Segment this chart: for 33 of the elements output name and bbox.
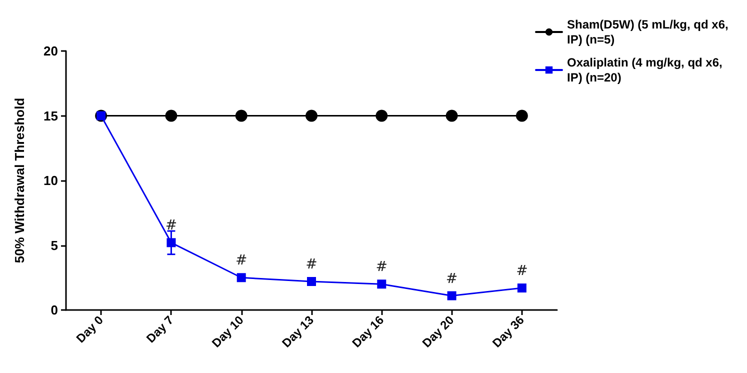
x-tick-label: Day 20 [420, 312, 457, 350]
y-tick-label: 10 [44, 173, 58, 188]
annotation: # [165, 218, 178, 234]
annotation: # [516, 262, 528, 279]
point [516, 110, 528, 122]
point [165, 110, 178, 122]
point [306, 110, 318, 122]
annotation: # [235, 252, 248, 269]
x-tick-label: Day 36 [490, 312, 528, 350]
annotation: # [306, 256, 318, 273]
y-tick-label: 15 [44, 108, 58, 124]
point [376, 110, 388, 122]
y-tick-label: 20 [44, 44, 58, 58]
y-tick-label: 5 [50, 238, 58, 253]
point [307, 277, 316, 286]
x-tick-label: Day 16 [349, 312, 387, 350]
point [236, 273, 246, 282]
x-tick-label: Day 7 [144, 312, 176, 346]
y-tick-label: 0 [50, 302, 58, 318]
point [377, 280, 386, 289]
point [446, 110, 458, 122]
x-tick-label: Day 13 [279, 312, 317, 350]
point [235, 110, 248, 122]
x-tick-label: Day 0 [74, 312, 106, 346]
point [517, 283, 526, 292]
y-axis-title: 50% Withdrawal Threshold [12, 98, 27, 264]
annotation: # [376, 259, 388, 276]
annotation: # [446, 270, 458, 287]
point [447, 291, 456, 300]
legend-label: Oxaliplatin (4 mg/kg, qd x6, IP) (n=20) [567, 56, 726, 84]
point [166, 238, 176, 248]
legend-label: Sham(D5W) (5 mL/kg, qd x6, IP) (n=5) [567, 18, 732, 46]
x-tick-label: Day 10 [209, 312, 247, 350]
